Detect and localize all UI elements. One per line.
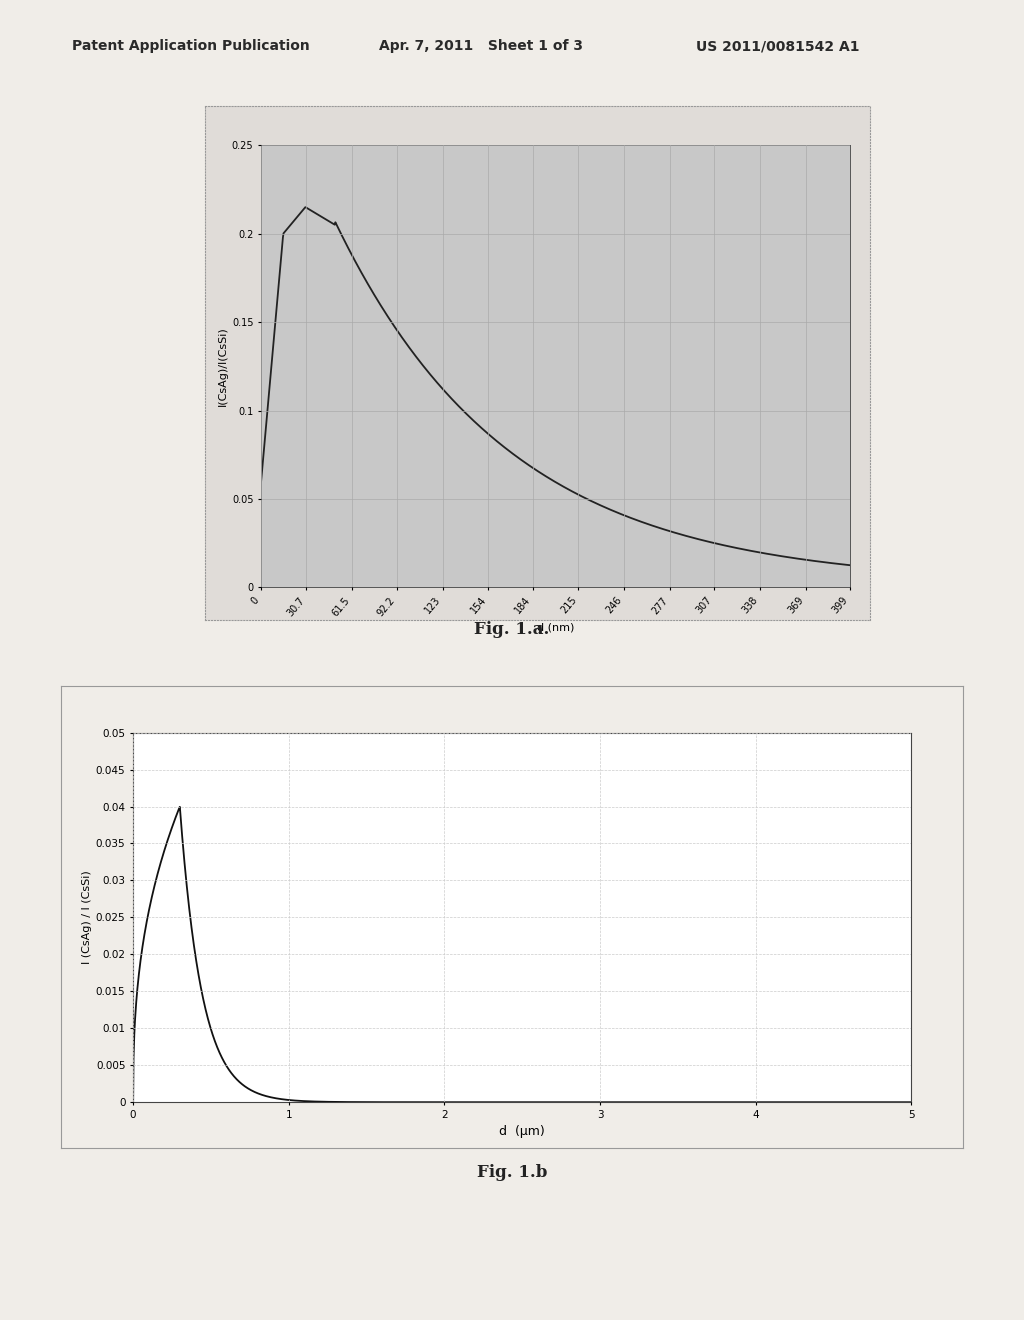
Y-axis label: I(CsAg)/I(CsSi): I(CsAg)/I(CsSi) (218, 326, 227, 407)
Y-axis label: I (CsAg) / I (CsSi): I (CsAg) / I (CsSi) (82, 870, 92, 965)
Text: Patent Application Publication: Patent Application Publication (72, 40, 309, 53)
X-axis label: d (nm): d (nm) (537, 622, 574, 632)
Text: Fig. 1.b: Fig. 1.b (477, 1164, 547, 1181)
X-axis label: d  (μm): d (μm) (500, 1126, 545, 1138)
Text: Apr. 7, 2011   Sheet 1 of 3: Apr. 7, 2011 Sheet 1 of 3 (379, 40, 583, 53)
Text: US 2011/0081542 A1: US 2011/0081542 A1 (696, 40, 860, 53)
Text: Fig. 1.a.: Fig. 1.a. (474, 620, 550, 638)
